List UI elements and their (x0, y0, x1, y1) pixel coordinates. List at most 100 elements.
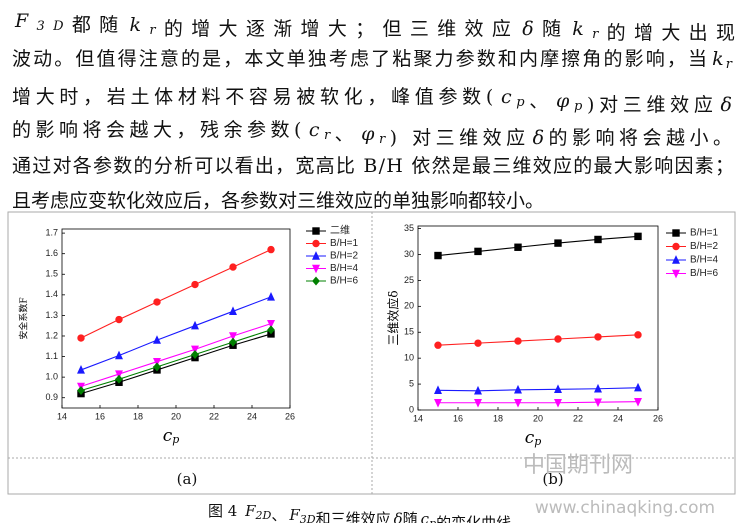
y-tick-label: 1.1 (45, 351, 58, 361)
text-run: 和三维效应 (316, 510, 391, 523)
marker (229, 332, 237, 341)
panel-label: (a) (177, 470, 198, 488)
legend-marker (312, 276, 320, 286)
chart: 14 16 18 20 22 24 26 0.9 1.0 1.1 1.2 1.3 1.4 1.5 1.6 1.… (18, 224, 359, 488)
series-line (80, 296, 272, 371)
math-symbol: k (572, 18, 584, 40)
math-subscript: p (534, 435, 541, 448)
marker (594, 383, 602, 393)
math-subscript: 3D (300, 513, 316, 523)
math-symbol: φ (556, 90, 570, 112)
legend-marker (312, 264, 320, 274)
marker (77, 386, 85, 395)
y-tick-label: 1.7 (45, 227, 58, 237)
figure-frame (7, 211, 736, 495)
math-symbol: δ (533, 127, 544, 149)
watermark-site: 中国期刊网 (523, 453, 633, 478)
y-tick-label: 25 (404, 275, 414, 285)
text-run: )对三维效应 (587, 94, 713, 116)
legend-label: B/H=1 (330, 238, 359, 249)
chart: 14 16 18 20 22 24 26 0 5 10 15 20 25 30 35 cp 三维效应δ B/H=1… (386, 223, 719, 488)
watermark-url: www.chinaqking.com (535, 498, 715, 518)
legend-marker (672, 229, 680, 237)
x-tick-label: 14 (413, 413, 423, 423)
marker (474, 247, 482, 256)
math-symbol: c (309, 119, 320, 141)
series-line (437, 334, 639, 346)
math-symbol: F (288, 506, 300, 523)
x-tick-label: 24 (613, 413, 623, 423)
math-subscript: p (516, 95, 525, 110)
x-tick-label: 22 (573, 413, 583, 423)
y-tick-label: 0 (409, 404, 414, 414)
text-run: 、 (529, 90, 548, 112)
y-tick-label: 15 (404, 327, 414, 337)
marker (634, 232, 642, 241)
marker (229, 306, 237, 315)
y-axis-label: 三维效应δ (386, 290, 401, 345)
marker (514, 243, 522, 251)
marker (554, 384, 562, 393)
marker (634, 382, 642, 392)
y-tick-label: 20 (404, 301, 414, 311)
legend-label: B/H=6 (690, 268, 719, 279)
math-symbol: F (244, 502, 256, 520)
x-tick-label: 18 (493, 413, 503, 423)
math-subscript: r (324, 128, 331, 143)
marker (474, 399, 482, 408)
series-line (80, 333, 272, 395)
legend-marker (312, 239, 320, 248)
y-tick-label: 1.5 (45, 269, 58, 279)
text-run: 图 4 (208, 502, 242, 520)
legend-label: B/H=6 (330, 276, 359, 287)
math-subscript: r (592, 27, 599, 42)
marker (514, 384, 522, 394)
marker (115, 315, 123, 324)
marker (434, 341, 442, 349)
marker (474, 385, 482, 395)
x-tick-label: 14 (57, 411, 67, 421)
marker (191, 345, 199, 355)
marker (191, 320, 199, 330)
series-line (80, 323, 272, 387)
legend-marker (672, 269, 680, 279)
marker (554, 399, 562, 408)
marker (474, 339, 482, 347)
math-symbol: k (712, 48, 724, 70)
math-symbol: c (525, 428, 535, 448)
marker (434, 385, 442, 395)
math-subscript: 2D (255, 509, 272, 522)
math-symbol: δ (522, 18, 533, 40)
marker (267, 292, 275, 301)
marker (115, 374, 123, 384)
y-tick-label: 1.0 (45, 372, 58, 382)
marker (267, 245, 275, 254)
marker (434, 399, 442, 408)
text-run: 、 (271, 506, 286, 523)
charts: 14 16 18 20 22 24 26 0.9 1.0 1.1 1.2 1.3 1.4 1.5 1.6 1.… (18, 223, 719, 488)
text-run: 通过对各参数的分析可以看出，宽高比 B/H 依然是最三维效应的最大影响因素； (12, 155, 734, 177)
panel-label: (b) (542, 470, 563, 488)
y-tick-label: 0.9 (45, 392, 58, 402)
marker (153, 298, 161, 306)
math-symbol: c (163, 426, 173, 446)
marker (267, 319, 275, 329)
text-run: 波动。但值得注意的是，本文单独考虑了粘聚力参数和内摩擦角的影响，当 (12, 48, 707, 70)
legend-marker (672, 242, 680, 251)
paragraph-line: 波动。但值得注意的是，本文单独考虑了粘聚力参数和内摩擦角的影响，当 k r (12, 48, 733, 72)
paragraph: F 3D 都随 k r 的增大逐渐增大；但三维效应 δ 随 k r 的增大出现波动。但值得注意的是，… (12, 10, 735, 212)
marker (115, 370, 123, 379)
marker (153, 335, 161, 344)
series-line (438, 401, 639, 404)
marker (153, 362, 161, 372)
y-tick-label: 1.6 (45, 248, 58, 258)
math-subscript: p (172, 433, 179, 446)
marker (594, 398, 602, 408)
legend-label: B/H=4 (330, 263, 359, 274)
text-run: 的影响将会越大，残余参数( (12, 119, 301, 141)
x-tick-label: 26 (653, 413, 663, 423)
x-tick-label: 20 (171, 411, 181, 421)
y-tick-label: 1.2 (45, 330, 58, 340)
marker (115, 350, 123, 360)
